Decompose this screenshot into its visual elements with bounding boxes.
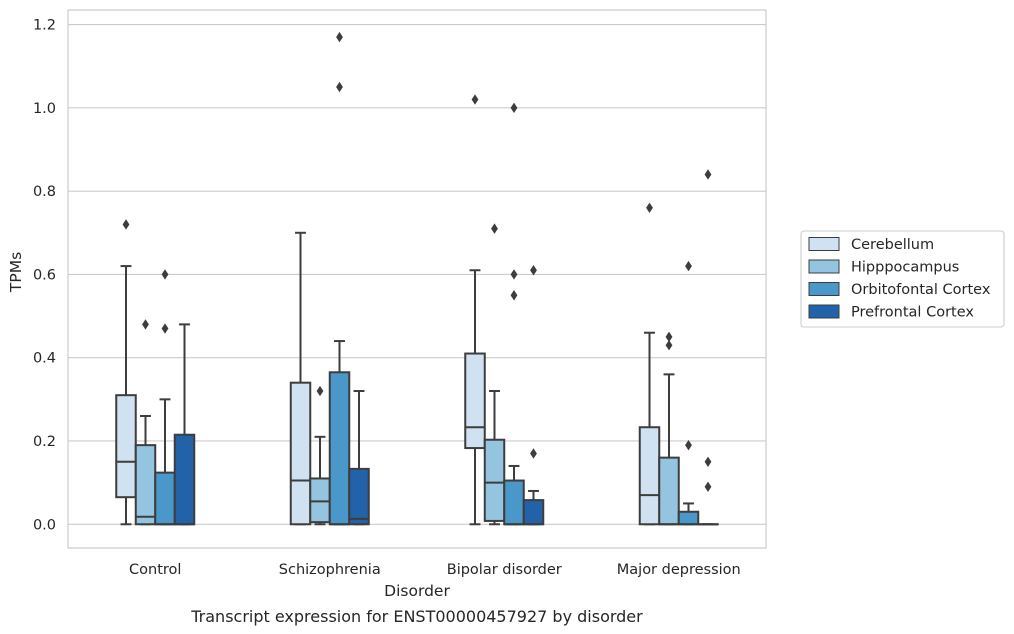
y-tick-label: 1.2	[33, 18, 56, 34]
box-body	[503, 479, 525, 526]
x-axis-label: Disorder	[384, 582, 450, 600]
legend-entry: Cerebellum	[851, 237, 934, 253]
box-groups	[115, 31, 719, 526]
chart-caption: Transcript expression for ENST0000045792…	[190, 607, 643, 626]
legend-swatch	[808, 259, 840, 274]
y-tick-label: 0.4	[33, 351, 56, 367]
outlier-point	[704, 169, 712, 180]
box-body	[173, 433, 196, 526]
box-cerebellum	[115, 219, 137, 526]
box-body	[134, 444, 157, 526]
outlier-point	[142, 319, 149, 330]
outlier-point	[316, 385, 324, 397]
y-tick-labels: 0.0 0.2 0.4 0.6 0.8 1.0 1.2	[33, 18, 56, 534]
y-tick-label: 0.2	[33, 434, 56, 450]
legend-swatch	[808, 304, 840, 319]
legend-entry: Prefrontal Cortex	[851, 305, 974, 321]
outlier-point	[510, 102, 518, 114]
outlier-point	[685, 260, 692, 272]
x-tick-label: Bipolar disorder	[447, 562, 562, 578]
outlier-point	[161, 323, 169, 334]
box-cerebellum	[464, 94, 486, 526]
box-body	[309, 477, 331, 524]
outlier-point	[704, 481, 712, 492]
legend: Cerebellum Hipppocampus Orbitofontal Corte…	[800, 230, 1005, 328]
legend-entry: Orbitofontal Cortex	[851, 282, 991, 298]
box-hipppocampus	[658, 331, 680, 526]
box-body	[115, 394, 137, 499]
outlier-point	[665, 340, 673, 351]
y-tick-label: 0.8	[33, 184, 56, 200]
box-hipppocampus	[134, 319, 157, 526]
outlier-point	[122, 219, 130, 230]
outlier-point	[161, 269, 169, 280]
box-body	[658, 456, 680, 526]
box-orbitofontal-cortex	[677, 260, 700, 526]
box-prefrontal-cortex	[697, 169, 719, 526]
box-cerebellum	[289, 231, 312, 526]
box-body	[677, 510, 700, 526]
outlier-point	[510, 290, 518, 301]
outlier-point	[510, 269, 518, 280]
grid-lines	[68, 24, 766, 525]
y-tick-label: 1.0	[33, 101, 56, 117]
box-prefrontal-cortex	[348, 390, 370, 526]
box-prefrontal-cortex	[173, 323, 196, 526]
outlier-point	[530, 448, 537, 459]
box-body	[464, 352, 486, 450]
outlier-point	[336, 31, 343, 43]
box-body	[522, 499, 545, 526]
y-tick-label: 0.0	[33, 517, 56, 533]
plot-frame	[67, 9, 767, 549]
outlier-point	[665, 331, 673, 343]
box-body	[154, 471, 176, 526]
box-body	[289, 381, 312, 526]
outlier-point	[685, 439, 692, 451]
box-prefrontal-cortex	[522, 265, 545, 526]
legend-frame	[800, 230, 1005, 328]
outlier-point	[491, 223, 498, 234]
box-body	[328, 371, 351, 526]
box-body	[483, 438, 506, 522]
box-cerebellum	[638, 202, 661, 526]
outlier-point	[646, 202, 653, 213]
box-orbitofontal-cortex	[328, 31, 351, 526]
outlier-point	[336, 81, 343, 93]
y-axis-label: TPMs	[7, 252, 25, 293]
x-tick-label: Schizophrenia	[279, 562, 381, 578]
box-body	[348, 467, 370, 526]
x-tick-label: Control	[129, 562, 181, 578]
outlier-point	[704, 456, 712, 468]
box-orbitofontal-cortex	[154, 269, 176, 526]
y-tick-label: 0.6	[33, 267, 56, 283]
legend-swatch	[808, 237, 840, 251]
x-tick-labels: Control Schizophrenia Bipolar disorder Majo…	[129, 562, 741, 578]
legend-entry: Hipppocampus	[851, 260, 959, 276]
x-tick-label: Major depression	[617, 562, 741, 578]
box-orbitofontal-cortex	[503, 102, 525, 526]
outlier-point	[471, 94, 479, 105]
legend-swatch	[808, 282, 840, 296]
outlier-point	[530, 265, 537, 276]
box-hipppocampus	[309, 385, 331, 526]
box-body	[638, 426, 661, 526]
box-hipppocampus	[483, 223, 506, 526]
